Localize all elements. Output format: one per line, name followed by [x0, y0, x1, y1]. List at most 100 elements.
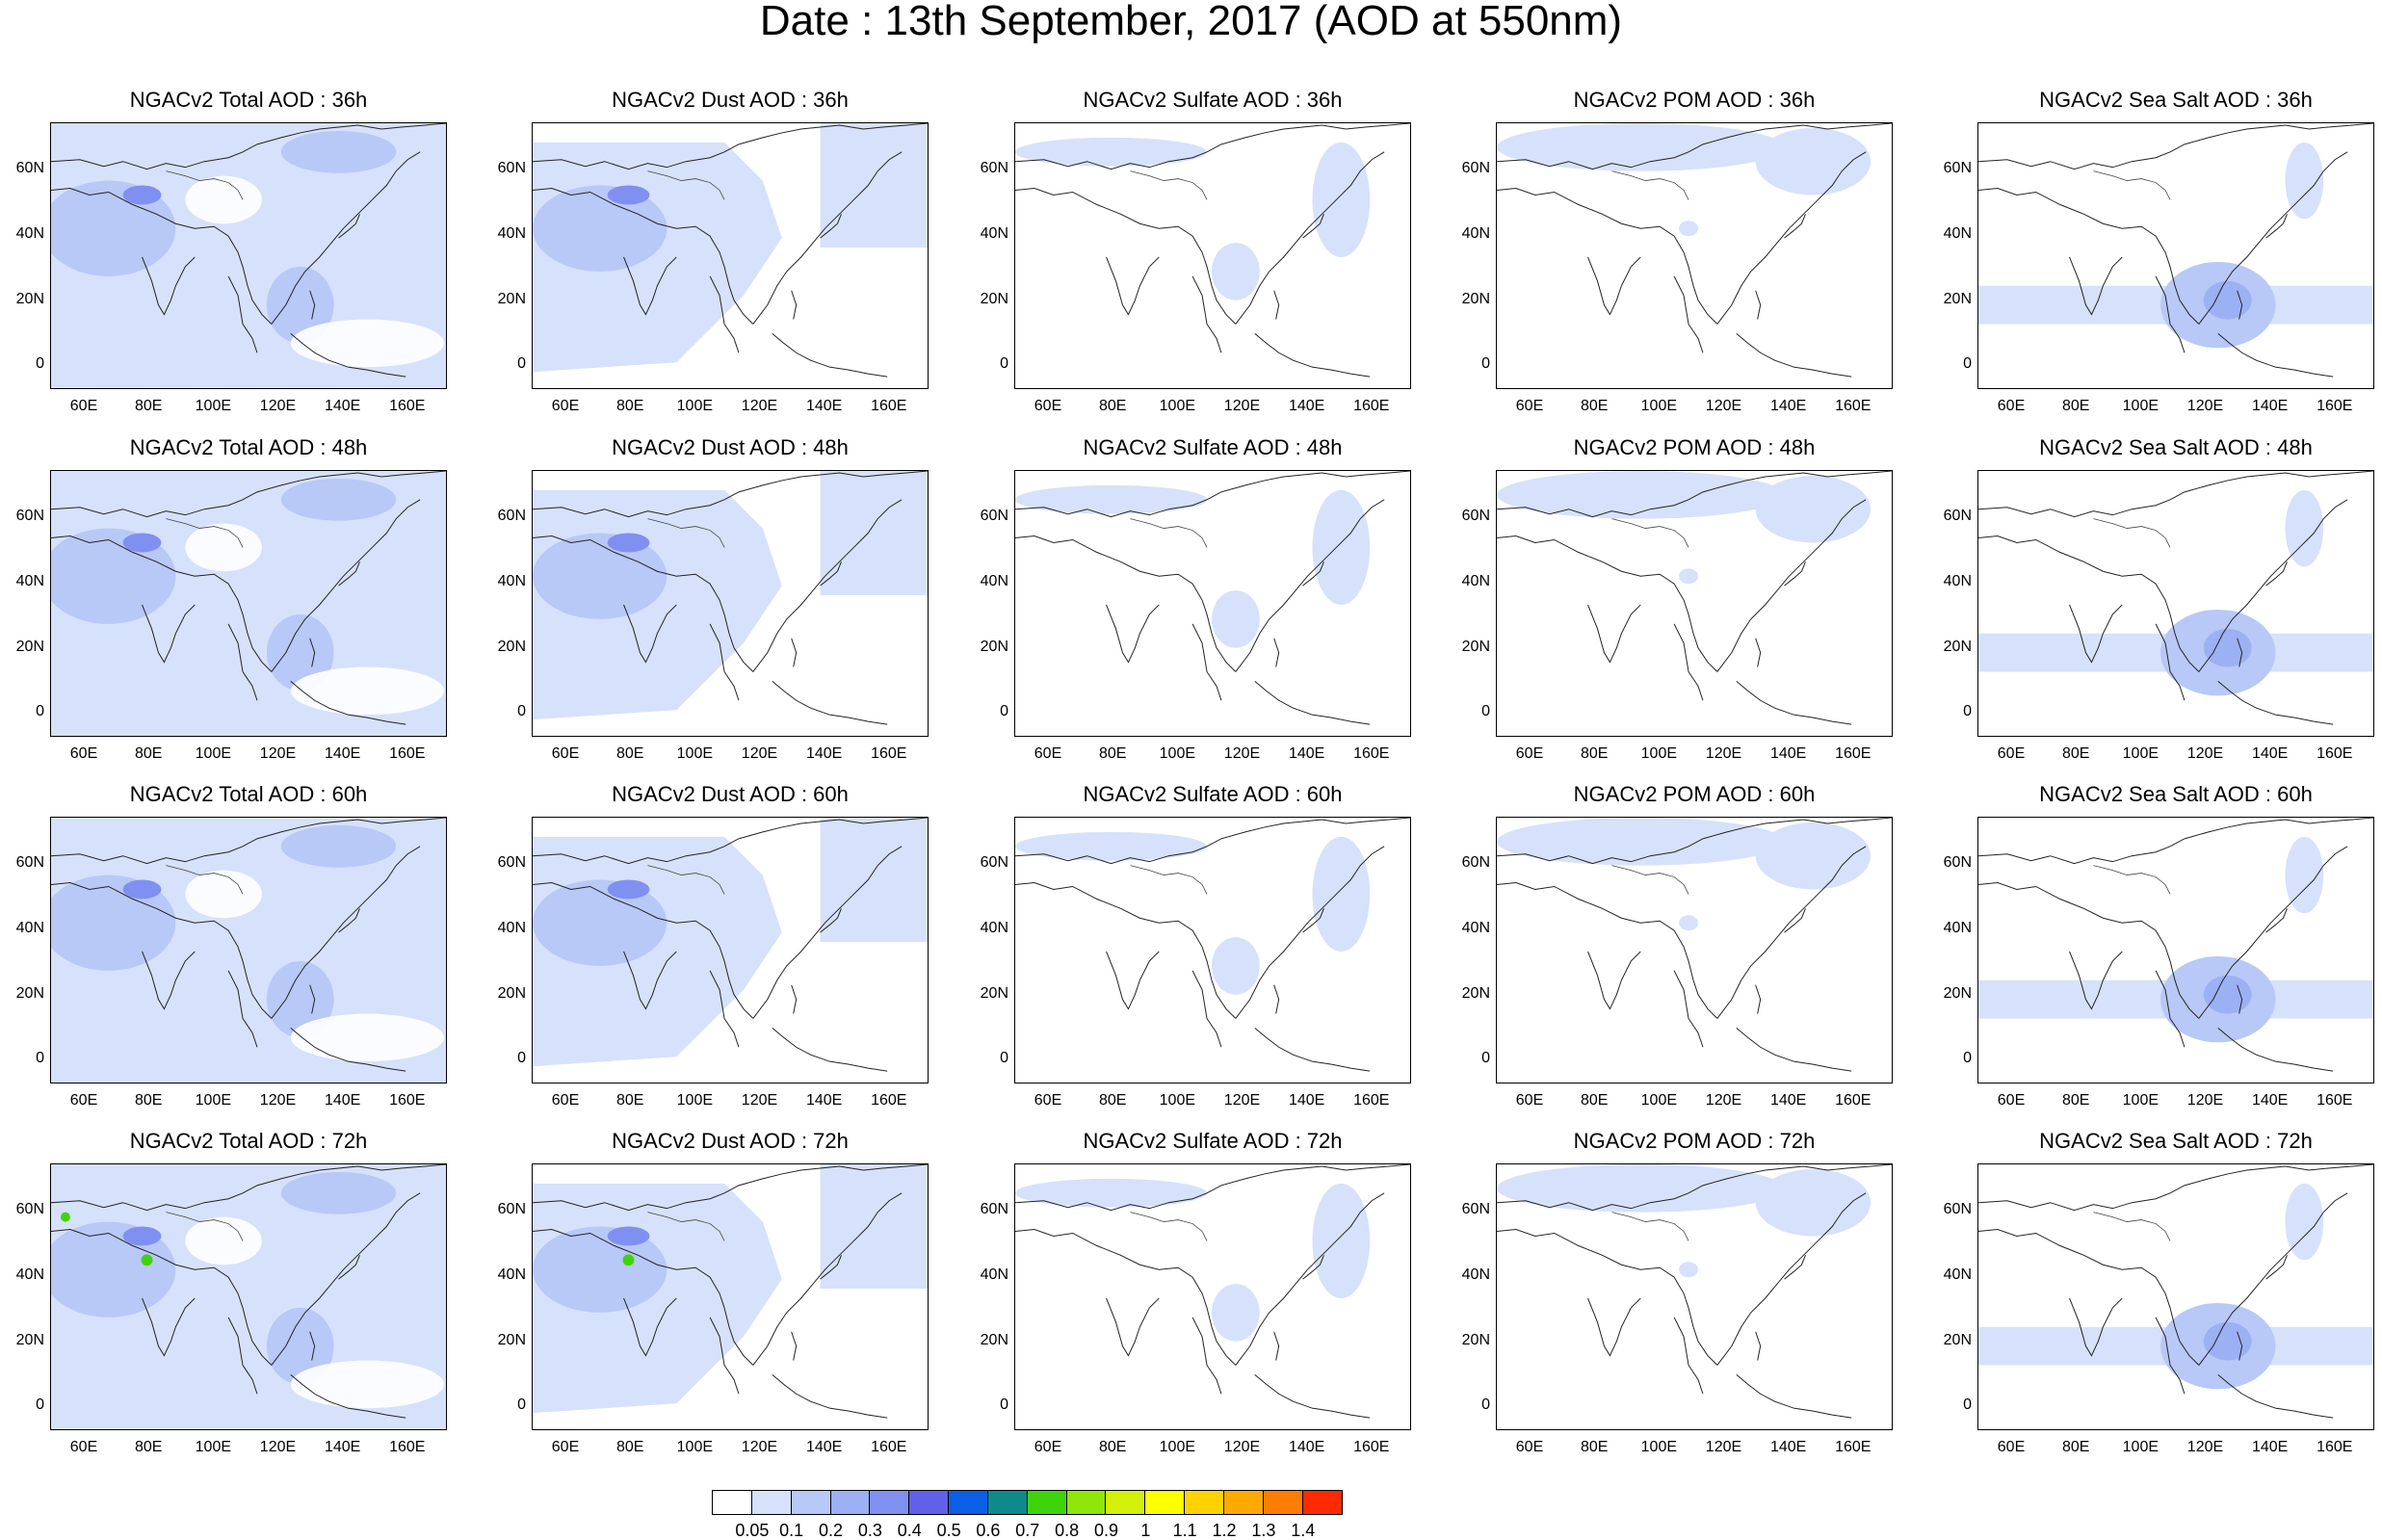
map-graphic: [1497, 1164, 1892, 1419]
colorbar-box: [986, 1490, 1028, 1515]
lat-tick-label: 0: [517, 703, 526, 720]
lat-tick-label: 0: [1963, 703, 1972, 720]
colorbar-box: [712, 1490, 752, 1515]
lon-tick-label: 120E: [741, 1439, 778, 1455]
lon-tick-label: 80E: [1580, 745, 1609, 762]
map-graphic: [1497, 123, 1892, 378]
lat-tick-label: 60N: [980, 1201, 1008, 1218]
map-graphic: [1978, 123, 2373, 378]
lat-tick-label: 40N: [980, 920, 1008, 937]
lon-tick-label: 120E: [1705, 398, 1742, 414]
lon-tick-label: 140E: [1288, 398, 1325, 414]
panel-title: NGACv2 Dust AOD : 48h: [612, 435, 849, 459]
lon-tick-label: 160E: [871, 1092, 907, 1109]
colorbar-label: 1.2: [1212, 1521, 1237, 1540]
lon-tick-label: 140E: [1769, 1092, 1807, 1109]
lat-tick-label: 20N: [1461, 984, 1490, 1002]
lon-tick-label: 120E: [2186, 1092, 2224, 1109]
colorbar-label: 1: [1140, 1521, 1151, 1540]
colorbar-label: 0.8: [1055, 1521, 1080, 1540]
lat-tick-label: 20N: [1943, 638, 1972, 655]
panel-title: NGACv2 Total AOD : 72h: [129, 1129, 368, 1153]
lat-tick-label: 60N: [15, 854, 44, 872]
lon-tick-label: 160E: [389, 745, 426, 762]
aod-map: [532, 1163, 929, 1430]
lat-tick-label: 40N: [15, 225, 44, 243]
panel-title: NGACv2 Sea Salt AOD : 48h: [2039, 435, 2313, 459]
colorbar-label: 0.05: [735, 1521, 770, 1540]
lon-tick-label: 60E: [1997, 398, 2026, 414]
map-graphic: [1978, 818, 2373, 1072]
lon-tick-label: 60E: [1997, 1092, 2026, 1109]
panel-title: NGACv2 Sulfate AOD : 60h: [1083, 782, 1343, 806]
lat-tick-label: 20N: [15, 290, 44, 307]
lon-tick-label: 140E: [1769, 398, 1807, 414]
lat-tick-label: 20N: [497, 1331, 526, 1348]
lat-tick-label: 20N: [497, 290, 526, 307]
map-graphic: [1015, 1164, 1410, 1419]
lat-tick-label: 60N: [15, 1201, 44, 1218]
lat-tick-label: 40N: [1461, 573, 1490, 590]
panel-title: NGACv2 Sea Salt AOD : 72h: [2039, 1129, 2313, 1153]
colorbar-box: [790, 1490, 831, 1515]
lon-tick-label: 60E: [1034, 1439, 1062, 1455]
colorbar-box: [1184, 1490, 1224, 1515]
lat-tick-label: 40N: [1461, 1266, 1490, 1284]
lon-tick-label: 140E: [1769, 745, 1807, 762]
lat-tick-label: 60N: [1461, 854, 1490, 872]
lon-tick-label: 140E: [1288, 745, 1325, 762]
lat-tick-label: 0: [1963, 1050, 1972, 1067]
lat-tick-label: 20N: [980, 290, 1008, 307]
lon-tick-label: 60E: [1034, 745, 1062, 762]
lat-tick-label: 40N: [1943, 920, 1972, 937]
lon-tick-label: 120E: [2186, 398, 2224, 414]
lon-tick-label: 140E: [1288, 1439, 1325, 1455]
panel-title: NGACv2 POM AOD : 60h: [1573, 782, 1816, 806]
lon-tick-label: 60E: [69, 745, 98, 762]
lat-tick-label: 40N: [1943, 1266, 1972, 1284]
lat-tick-label: 60N: [980, 854, 1008, 872]
lon-tick-label: 100E: [676, 398, 714, 414]
lon-tick-label: 100E: [1159, 745, 1196, 762]
lat-tick-label: 0: [36, 1050, 44, 1067]
lon-tick-label: 80E: [1580, 1439, 1609, 1455]
lat-tick-label: 0: [517, 355, 526, 373]
lat-tick-label: 40N: [497, 920, 526, 937]
lat-tick-label: 40N: [497, 225, 526, 243]
lon-tick-label: 160E: [1353, 745, 1390, 762]
lon-tick-label: 160E: [2317, 398, 2353, 414]
colorbar-box: [1026, 1490, 1067, 1515]
colorbar-label: 0.6: [976, 1521, 1001, 1540]
aod-map: [532, 122, 929, 389]
lon-tick-label: 120E: [1705, 1092, 1742, 1109]
panel-title: NGACv2 Total AOD : 48h: [129, 435, 368, 459]
lon-tick-label: 100E: [195, 745, 232, 762]
lon-tick-label: 60E: [69, 398, 98, 414]
panel-title: NGACv2 Sea Salt AOD : 60h: [2039, 782, 2313, 806]
panel-title: NGACv2 Sulfate AOD : 72h: [1083, 1129, 1343, 1153]
lon-tick-label: 60E: [1515, 1439, 1544, 1455]
lat-tick-label: 0: [1481, 703, 1490, 720]
lat-tick-label: 40N: [980, 573, 1008, 590]
lat-tick-label: 0: [1000, 1396, 1008, 1414]
colorbar-box: [948, 1490, 988, 1515]
panel-title: NGACv2 POM AOD : 48h: [1573, 435, 1816, 459]
lon-tick-label: 140E: [805, 398, 843, 414]
panel-title: NGACv2 Dust AOD : 72h: [612, 1129, 849, 1153]
panel-title: NGACv2 Sulfate AOD : 48h: [1083, 435, 1343, 459]
panel-title: NGACv2 Sulfate AOD : 36h: [1083, 88, 1343, 112]
lon-tick-label: 80E: [615, 745, 644, 762]
lat-tick-label: 20N: [1461, 1331, 1490, 1348]
colorbar-box: [1065, 1490, 1107, 1515]
colorbar-label: 1.1: [1172, 1521, 1197, 1540]
lat-tick-label: 60N: [1943, 508, 1972, 525]
panel-title: NGACv2 Total AOD : 36h: [129, 88, 368, 112]
lat-tick-label: 20N: [15, 984, 44, 1002]
colorbar-label: 0.5: [936, 1521, 961, 1540]
lon-tick-label: 140E: [324, 1439, 361, 1455]
aod-map: [532, 817, 929, 1083]
map-graphic: [1015, 471, 1410, 725]
colorbar-box: [869, 1490, 910, 1515]
lat-tick-label: 20N: [497, 984, 526, 1002]
lon-tick-label: 100E: [676, 745, 714, 762]
